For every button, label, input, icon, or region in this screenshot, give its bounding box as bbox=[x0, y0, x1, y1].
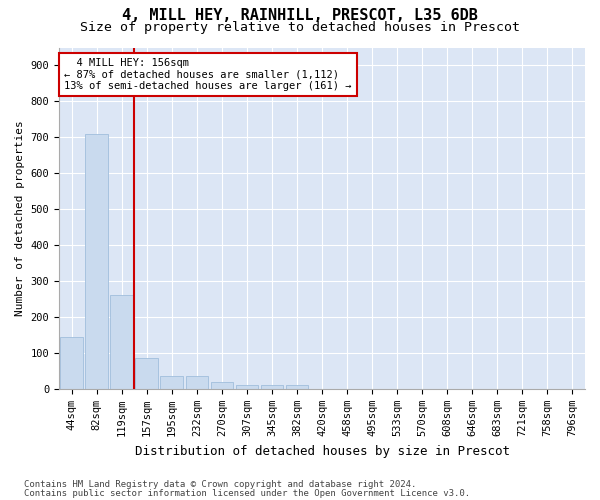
Text: 4, MILL HEY, RAINHILL, PRESCOT, L35 6DB: 4, MILL HEY, RAINHILL, PRESCOT, L35 6DB bbox=[122, 8, 478, 22]
Bar bbox=[185, 376, 208, 389]
Bar bbox=[260, 386, 283, 389]
Text: Size of property relative to detached houses in Prescot: Size of property relative to detached ho… bbox=[80, 21, 520, 34]
Y-axis label: Number of detached properties: Number of detached properties bbox=[15, 120, 25, 316]
Bar bbox=[236, 386, 258, 389]
Text: Contains HM Land Registry data © Crown copyright and database right 2024.: Contains HM Land Registry data © Crown c… bbox=[24, 480, 416, 489]
X-axis label: Distribution of detached houses by size in Prescot: Distribution of detached houses by size … bbox=[134, 444, 509, 458]
Text: 4 MILL HEY: 156sqm
← 87% of detached houses are smaller (1,112)
13% of semi-deta: 4 MILL HEY: 156sqm ← 87% of detached hou… bbox=[64, 58, 352, 91]
Bar bbox=[110, 296, 133, 389]
Bar bbox=[85, 134, 108, 389]
Text: Contains public sector information licensed under the Open Government Licence v3: Contains public sector information licen… bbox=[24, 488, 470, 498]
Bar bbox=[160, 376, 183, 389]
Bar bbox=[136, 358, 158, 389]
Bar bbox=[211, 382, 233, 389]
Bar bbox=[286, 386, 308, 389]
Bar bbox=[60, 337, 83, 389]
